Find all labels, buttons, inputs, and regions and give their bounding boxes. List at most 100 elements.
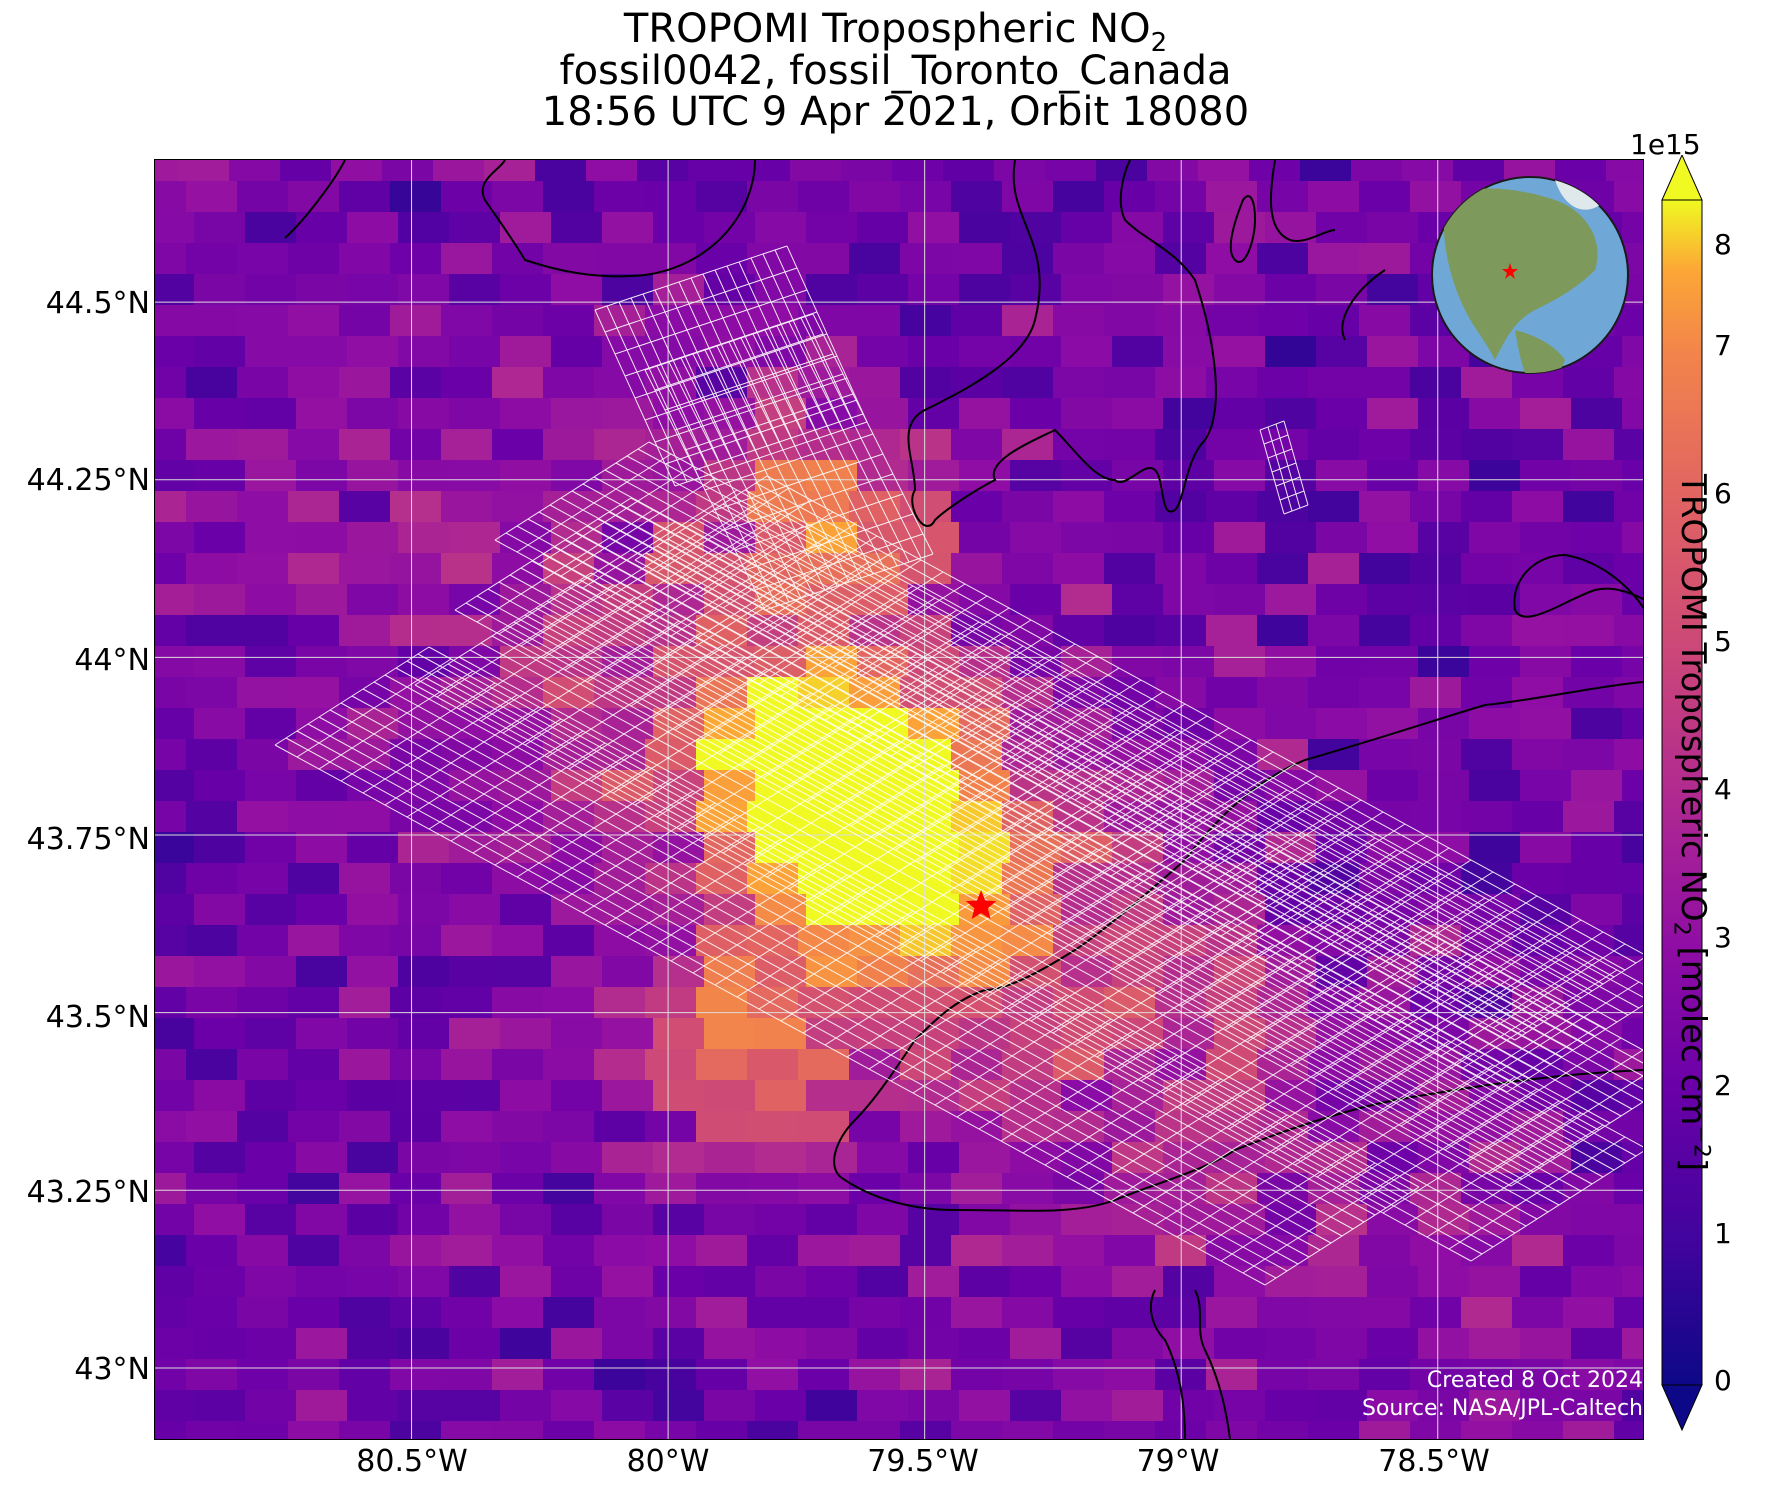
no2-pixel — [1614, 739, 1643, 771]
gridlines — [155, 160, 1643, 1439]
no2-pixel — [755, 274, 807, 306]
footprint-line — [480, 642, 1538, 1220]
no2-pixel — [798, 1421, 850, 1439]
no2-pixel — [900, 1173, 952, 1205]
no2-pixel — [1053, 305, 1105, 337]
no2-pixel — [245, 336, 297, 368]
no2-pixel — [1214, 584, 1266, 616]
no2-pixel — [900, 1297, 952, 1329]
no2-pixel — [296, 770, 348, 802]
no2-pixel — [1104, 1359, 1156, 1391]
no2-pixel — [1104, 1111, 1156, 1143]
no2-pixel — [296, 274, 348, 306]
no2-pixel — [1010, 398, 1062, 430]
footprint-line — [714, 269, 796, 447]
no2-pixel — [1163, 522, 1215, 554]
no2-pixel — [347, 956, 399, 988]
no2-pixel — [390, 553, 442, 585]
no2-pixel — [500, 894, 552, 926]
no2-pixel — [1469, 584, 1521, 616]
no2-pixel — [441, 863, 493, 895]
no2-pixel — [449, 1142, 501, 1174]
footprint-line — [637, 448, 1643, 998]
no2-pixel — [1461, 739, 1513, 771]
footprint-line — [384, 674, 1376, 1216]
no2-pixel — [1214, 336, 1266, 368]
no2-pixel — [500, 1142, 552, 1174]
no2-pixel — [237, 677, 289, 709]
no2-pixel — [1061, 274, 1113, 306]
no2-pixel — [908, 1142, 960, 1174]
no2-pixel — [1359, 181, 1411, 213]
no2-pixel — [951, 1297, 1003, 1329]
footprint-line — [582, 483, 1596, 1037]
no2-pixel — [398, 894, 450, 926]
no2-pixel — [449, 398, 501, 430]
no2-pixel — [155, 1359, 187, 1391]
no2-pixel — [1053, 1421, 1105, 1439]
no2-pixel — [449, 212, 501, 244]
no2-pixel — [398, 460, 450, 492]
no2-pixel — [1520, 1266, 1572, 1298]
no2-pixel — [1571, 1390, 1623, 1422]
footprint-line — [648, 441, 1643, 985]
no2-pixel — [959, 212, 1011, 244]
no2-pixel — [398, 1266, 450, 1298]
no2-pixel — [186, 491, 238, 523]
footprint-line — [487, 588, 1545, 1166]
no2-pixel — [1571, 646, 1623, 678]
no2-pixel — [288, 863, 340, 895]
no2-pixel — [155, 460, 195, 492]
no2-pixel — [645, 1049, 697, 1081]
no2-pixel — [1418, 460, 1470, 492]
footprint-line — [318, 716, 1310, 1258]
no2-pixel — [849, 1173, 901, 1205]
no2-pixel — [1104, 987, 1156, 1019]
no2-pixel — [347, 522, 399, 554]
no2-pixel — [900, 553, 952, 585]
no2-pixel — [398, 1080, 450, 1112]
no2-pixel — [1147, 160, 1199, 182]
no2-pixel — [339, 801, 391, 833]
no2-pixel — [194, 398, 246, 430]
no2-pixel — [186, 1049, 238, 1081]
no2-pixel — [1359, 553, 1411, 585]
no2-pixel — [1563, 553, 1615, 585]
lat-label: 43.75°N — [26, 822, 150, 857]
no2-pixel — [237, 429, 289, 461]
no2-pixel — [1206, 305, 1258, 337]
no2-pixel — [1504, 160, 1556, 182]
no2-pixel — [245, 708, 297, 740]
no2-pixel — [1300, 160, 1352, 182]
no2-pixel — [1418, 1328, 1470, 1360]
no2-pixel — [1563, 1359, 1615, 1391]
no2-pixel — [798, 1111, 850, 1143]
no2-pixel — [492, 1235, 544, 1267]
lat-label: 44.5°N — [45, 286, 150, 321]
no2-pixel — [951, 553, 1003, 585]
footprint-line — [680, 357, 802, 599]
no2-pixel — [186, 367, 238, 399]
no2-pixel — [1308, 1421, 1360, 1439]
footprint-line — [608, 511, 1643, 1077]
footprint-line — [531, 560, 1589, 1138]
no2-pixel — [186, 739, 238, 771]
no2-pixel — [1418, 1390, 1470, 1422]
no2-pixel — [1257, 1359, 1309, 1391]
no2-pixel — [1163, 1204, 1215, 1236]
no2-pixel — [806, 1080, 858, 1112]
no2-pixel — [288, 1359, 340, 1391]
no2-pixel — [1061, 1328, 1113, 1360]
colorbar-tick-label: 2 — [1714, 1069, 1732, 1102]
no2-pixel — [951, 491, 1003, 523]
no2-pixel — [1265, 1266, 1317, 1298]
no2-pixel — [347, 584, 399, 616]
footprint-line — [630, 297, 712, 475]
no2-pixel — [1104, 181, 1156, 213]
no2-pixel — [704, 1204, 756, 1236]
no2-pixel — [602, 956, 654, 988]
no2-pixel — [245, 1142, 297, 1174]
no2-pixel — [288, 801, 340, 833]
no2-pixel — [1112, 398, 1164, 430]
no2-pixel — [1104, 1297, 1156, 1329]
